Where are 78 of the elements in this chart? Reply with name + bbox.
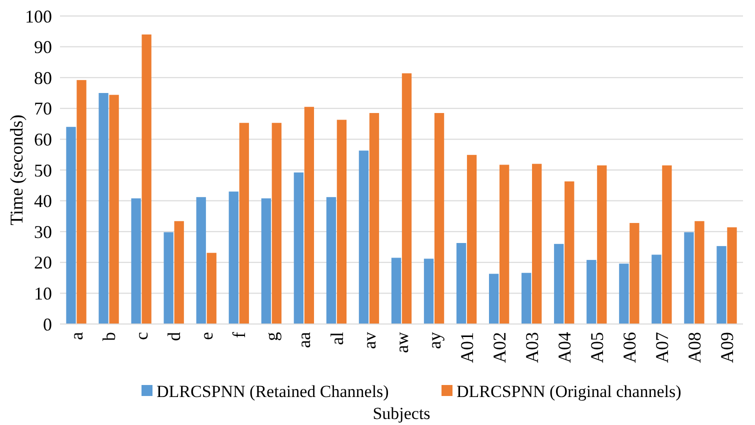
bar [142,34,152,324]
bar [98,93,108,324]
x-tick-label: d [164,332,184,341]
y-tick-label: 50 [34,160,52,180]
x-tick-label: ay [424,332,444,349]
bar [272,122,282,324]
bar [402,73,412,324]
bar [196,197,206,324]
bar [391,258,402,324]
bar [662,165,672,324]
bar [554,244,564,324]
y-tick-label: 40 [34,191,52,212]
bar [630,222,640,324]
y-tick-label: 30 [34,222,52,242]
y-tick-label: 10 [34,284,52,304]
bar [434,113,444,324]
x-tick-label: aw [392,332,412,353]
x-axis-title: Subjects [372,404,430,423]
bar [228,192,238,324]
bar [369,113,380,324]
bar [684,232,694,324]
bar [522,272,532,324]
bar [652,254,662,324]
bar [488,274,499,324]
x-tick-label: A02 [489,332,510,363]
bar [76,80,86,324]
x-tick-label: av [359,332,380,349]
x-tick-label: A08 [684,332,705,363]
y-tick-label: 100 [25,6,52,26]
bar [261,198,271,324]
x-tick-label: aa [294,332,314,348]
x-tick-label: c [132,332,152,340]
y-tick-label: 0 [43,314,52,334]
bar [499,164,510,324]
bar [456,242,466,324]
x-tick-label: A03 [522,332,542,363]
bar [716,246,726,324]
y-tick-label: 20 [34,252,52,273]
bar [466,154,477,324]
x-tick-label: a [66,332,87,340]
x-tick-label: A04 [554,332,574,363]
bar [131,198,141,324]
legend-label: DLRCSPNN (Retained Channels) [156,382,389,401]
bar [532,164,542,324]
bar [66,126,76,324]
bar [304,106,314,324]
bar [206,252,216,324]
x-tick-label: A07 [652,332,672,363]
bar [174,221,184,324]
x-tick-label: g [262,332,282,341]
x-tick-label: b [99,332,120,341]
bar [109,94,119,324]
bar [358,150,369,324]
y-tick-label: 80 [34,68,52,88]
x-tick-label: al [326,332,347,345]
x-tick-label: A06 [619,332,640,363]
bar [164,232,174,324]
bar [326,197,336,324]
x-tick-label: f [229,332,250,338]
y-tick-label: 70 [34,98,52,119]
y-tick-label: 60 [34,130,52,150]
x-tick-label: A01 [456,332,477,363]
x-tick-label: A09 [717,332,738,363]
legend-label: DLRCSPNN (Original channels) [456,382,682,401]
y-axis-title: Time (seconds) [6,114,26,226]
bar [727,227,737,324]
x-tick-label: A05 [586,332,607,363]
bar [597,165,607,324]
bar [294,172,304,324]
bar [424,258,434,324]
x-tick-label: e [196,332,217,340]
bar [239,122,249,324]
bar [619,264,629,324]
y-tick-label: 90 [34,37,52,58]
bar [336,120,347,324]
bar [586,260,596,324]
bar [564,181,574,324]
bar [694,221,704,324]
